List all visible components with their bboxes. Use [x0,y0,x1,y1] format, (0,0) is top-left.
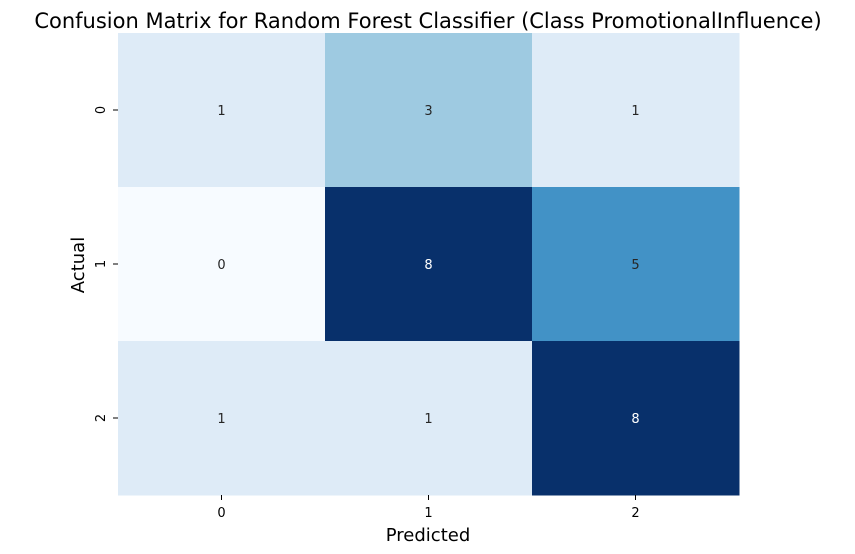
chart-title: Confusion Matrix for Random Forest Class… [34,9,821,33]
cell-value-label-r2-c1: 1 [424,412,432,427]
cell-value-label-r2-c0: 1 [217,412,225,427]
heatmap-cell-r2-c0 [118,341,326,496]
x-tick-label-1: 1 [424,506,432,521]
cell-value-label-r0-c2: 1 [631,104,639,119]
x-tick-label-2: 2 [631,506,639,521]
cell-value-label-r1-c0: 0 [217,258,225,273]
heatmap-cell-r0-c2 [532,33,740,188]
x-tick-label-0: 0 [217,506,225,521]
cell-value-label-r2-c2: 8 [631,412,639,427]
cell-value-label-r0-c1: 3 [424,104,432,119]
y-axis-label: Actual [68,237,89,293]
y-tick-label-1: 1 [94,260,109,268]
heatmap-cell-r2-c2 [532,341,740,496]
cell-value-label-r0-c0: 1 [217,104,225,119]
heatmap-cell-r2-c1 [325,341,533,496]
cell-value-label-r1-c2: 5 [631,258,639,273]
axis-ticks: 0 1 2 0 1 2 [94,106,640,521]
heatmap-cell-r1-c0 [118,187,326,342]
y-tick-label-2: 2 [94,414,109,422]
heatmap-cell-r1-c1 [325,187,533,342]
heatmap-cells: 1 3 1 0 8 5 1 1 8 [118,33,740,496]
cell-value-label-r1-c1: 8 [424,258,432,273]
y-tick-label-0: 0 [94,106,109,114]
x-axis-label: Predicted [386,525,471,546]
heatmap-cell-r0-c0 [118,33,326,188]
heatmap-cell-r1-c2 [532,187,740,342]
heatmap-cell-r0-c1 [325,33,533,188]
